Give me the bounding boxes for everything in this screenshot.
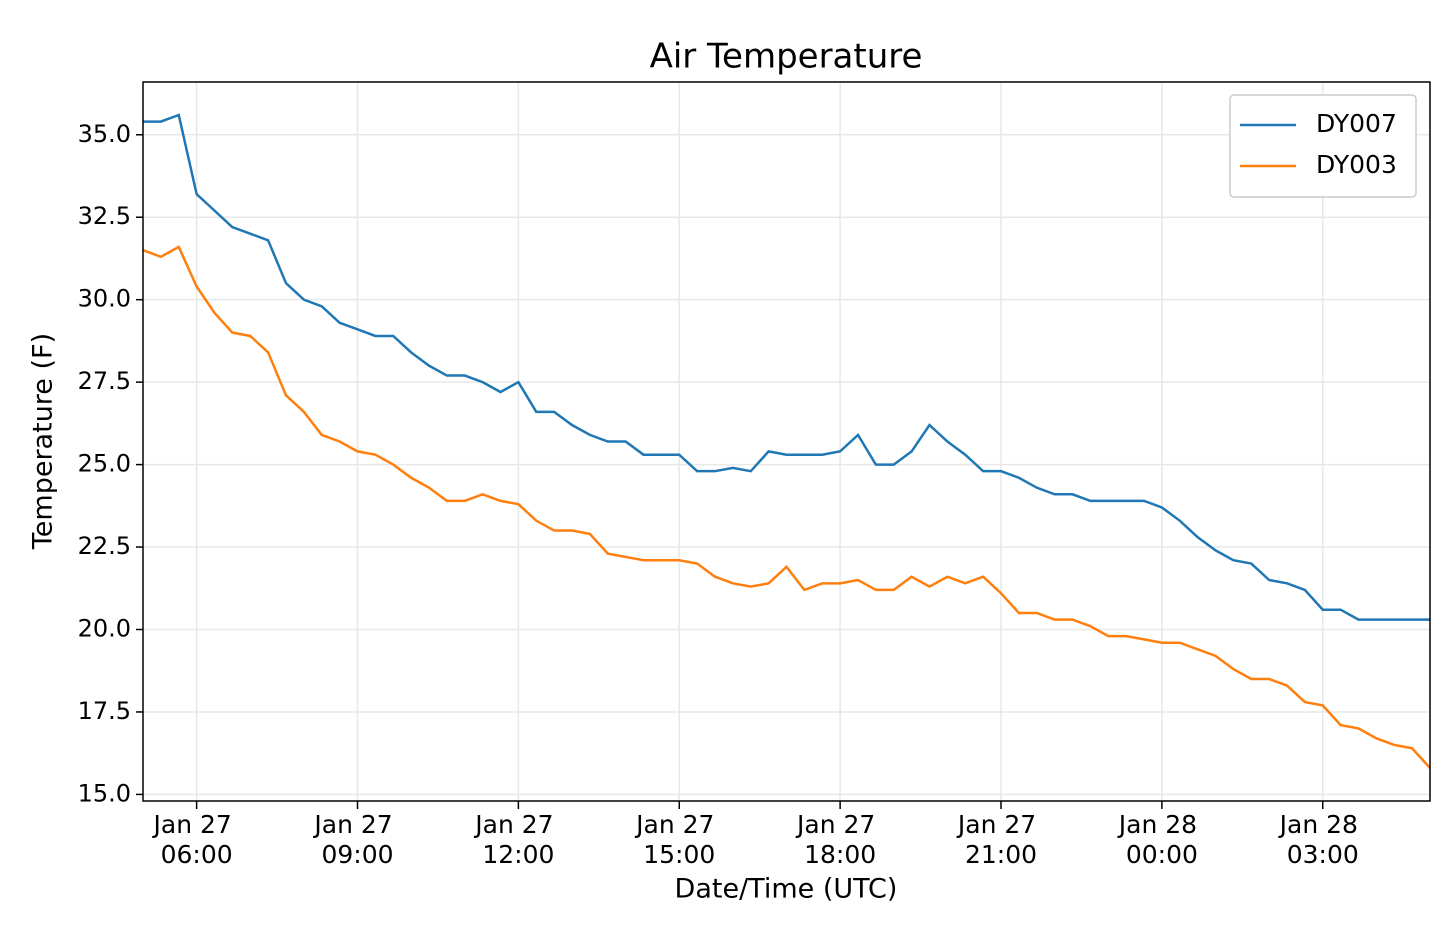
y-tick-label: 32.5 — [78, 202, 131, 230]
y-tick-label: 17.5 — [78, 697, 131, 725]
y-tick-label: 30.0 — [78, 285, 131, 313]
y-tick-label: 15.0 — [78, 779, 131, 807]
x-tick-label: Jan 27 12:00 — [473, 810, 561, 869]
x-tick-label: Jan 28 03:00 — [1278, 810, 1366, 869]
data-line — [143, 113, 1430, 621]
legend-label: DY007 — [1316, 109, 1397, 138]
legend-box — [1229, 94, 1417, 198]
y-tick-label: 25.0 — [78, 450, 131, 478]
data-line — [142, 245, 1431, 769]
y-tick-label: 27.5 — [78, 367, 131, 395]
x-tick-label: Jan 27 21:00 — [956, 810, 1044, 869]
x-tick-label: Jan 28 00:00 — [1117, 810, 1205, 869]
x-tick-label: Jan 27 06:00 — [152, 810, 240, 869]
y-tick-label: 20.0 — [78, 614, 131, 642]
x-tick-label: Jan 27 09:00 — [312, 810, 400, 869]
x-tick-label: Jan 27 18:00 — [795, 810, 883, 869]
y-tick-label: 35.0 — [78, 120, 131, 148]
y-tick-label: 22.5 — [78, 532, 131, 560]
chart-title: Air Temperature — [650, 37, 923, 77]
legend: DY007 DY003 — [1229, 94, 1417, 198]
x-axis-label: Date/Time (UTC) — [675, 874, 898, 905]
plot-frame — [142, 81, 1431, 802]
legend-label: DY003 — [1316, 150, 1397, 179]
y-axis-label: Temperature (F) — [28, 333, 59, 550]
x-tick-label: Jan 27 15:00 — [634, 810, 722, 869]
